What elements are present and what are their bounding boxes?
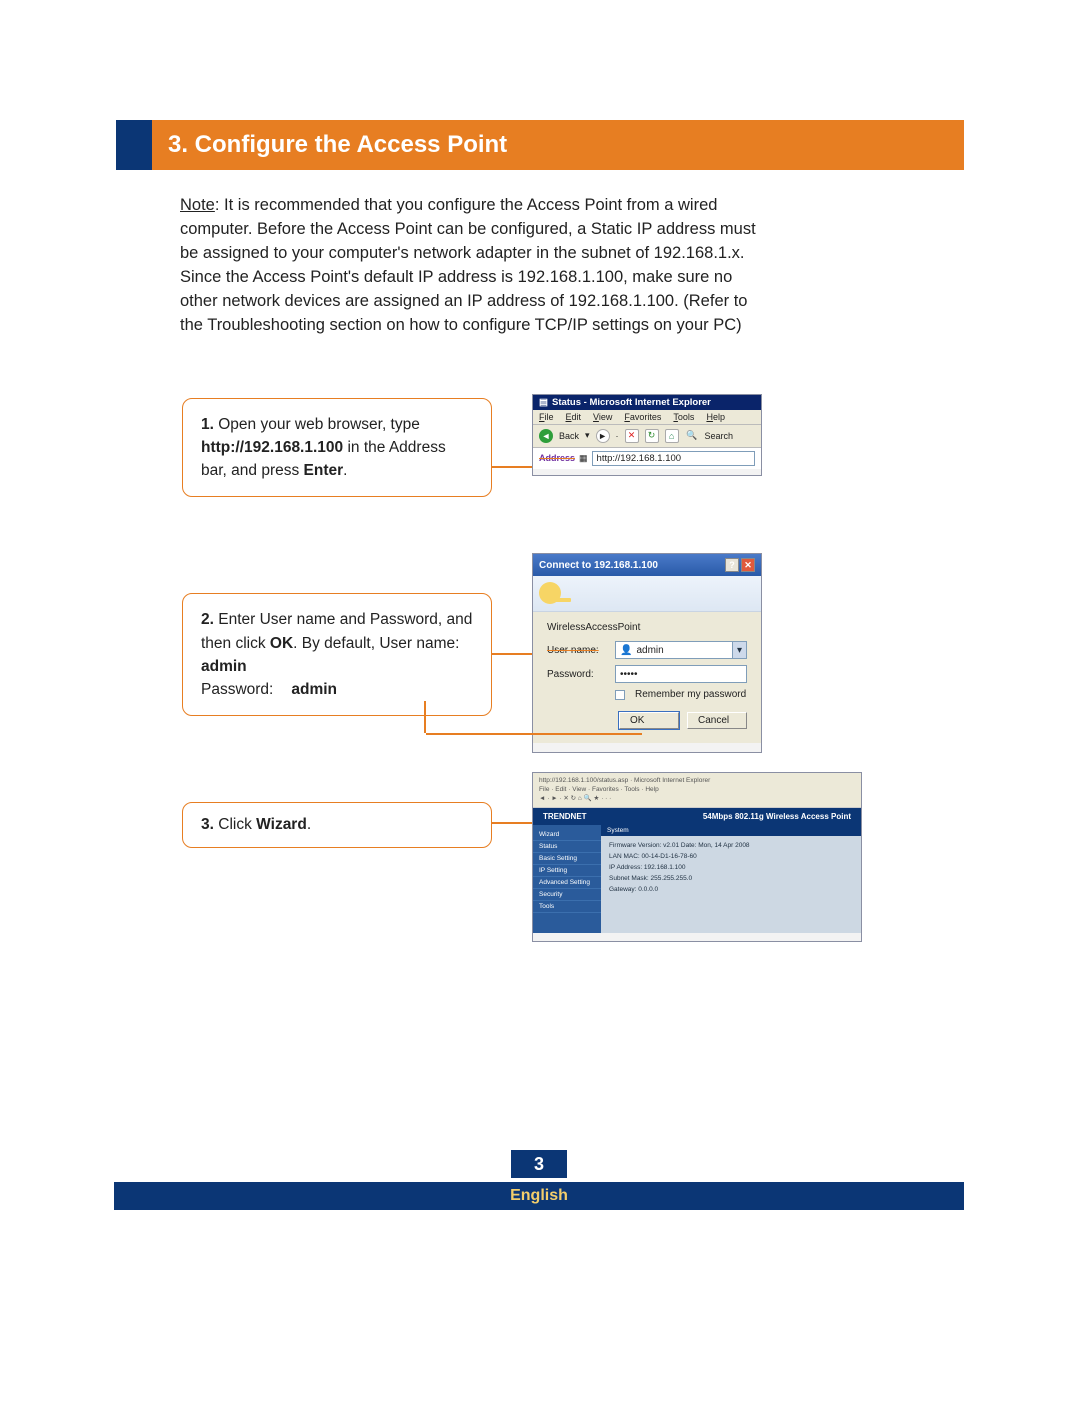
dialog-titlebar: Connect to 192.168.1.100 ? ✕	[533, 554, 761, 576]
username-input[interactable]: 👤 admin ▾	[615, 641, 747, 659]
info-row: IP Address: 192.168.1.100	[609, 862, 853, 873]
connector-1	[492, 466, 532, 468]
user-icon: 👤	[620, 645, 632, 656]
menu-help[interactable]: Help	[706, 412, 725, 422]
step-2-callout: 2. Enter User name and Password, and the…	[182, 593, 492, 716]
page-number: 3	[511, 1150, 567, 1178]
screenshot-trendnet: http://192.168.1.100/status.asp · Micros…	[532, 772, 862, 942]
remember-label: Remember my password	[635, 689, 746, 700]
note-paragraph: Note: It is recommended that you configu…	[180, 194, 760, 338]
step-1-row: 1. Open your web browser, type http://19…	[116, 394, 964, 498]
ie-titlebar: ▤Status - Microsoft Internet Explorer	[533, 395, 761, 410]
menu-tools[interactable]: Tools	[673, 412, 694, 422]
password-label: Password:	[547, 669, 609, 680]
step-2-num: 2.	[201, 611, 214, 628]
back-icon[interactable]: ◄	[539, 429, 553, 443]
trendnet-sidebar: Wizard Status Basic Setting IP Setting A…	[533, 825, 601, 933]
connector-2a	[492, 653, 532, 655]
step-1-num: 1.	[201, 416, 214, 433]
back-label[interactable]: Back	[559, 431, 579, 441]
trendnet-header: TRENDNET 54Mbps 802.11g Wireless Access …	[533, 808, 861, 825]
model-label: 54Mbps 802.11g Wireless Access Point	[703, 812, 851, 821]
side-security[interactable]: Security	[533, 889, 601, 901]
search-label[interactable]: Search	[705, 431, 734, 441]
connector-2b-vert	[424, 701, 426, 733]
step-3-callout: 3. Click Wizard.	[182, 802, 492, 847]
menu-file[interactable]: File	[539, 412, 554, 422]
dropdown-icon[interactable]: ▾	[732, 642, 746, 658]
menu-favorites[interactable]: Favorites	[624, 412, 661, 422]
dialog-title: Connect to 192.168.1.100	[539, 560, 658, 571]
ie-toolbar: ◄ Back ▾ ► · ✕ ↻ ⌂ 🔍 Search	[533, 425, 761, 448]
address-label: Address	[539, 453, 575, 463]
info-row: Gateway: 0.0.0.0	[609, 884, 853, 895]
help-button[interactable]: ?	[725, 558, 739, 572]
browser-chrome: http://192.168.1.100/status.asp · Micros…	[533, 773, 861, 807]
refresh-icon[interactable]: ↻	[645, 429, 659, 443]
remember-checkbox[interactable]	[615, 690, 625, 700]
step-3-row: 3. Click Wizard. http://192.168.1.100/st…	[116, 772, 964, 847]
dialog-banner	[533, 576, 761, 612]
connector-2b	[426, 733, 642, 735]
side-wizard[interactable]: Wizard	[533, 829, 601, 841]
home-icon[interactable]: ⌂	[665, 429, 679, 443]
ie-logo-icon: ▤	[539, 397, 548, 408]
keys-icon	[539, 582, 561, 604]
screenshot-ie: ▤Status - Microsoft Internet Explorer Fi…	[532, 394, 762, 476]
header-accent	[116, 120, 152, 170]
ok-button[interactable]: OK	[619, 712, 679, 729]
section-title: 3. Configure the Access Point	[152, 120, 964, 170]
side-ip[interactable]: IP Setting	[533, 865, 601, 877]
side-basic[interactable]: Basic Setting	[533, 853, 601, 865]
address-input[interactable]: http://192.168.1.100	[592, 451, 755, 466]
dropdown-icon[interactable]: ▾	[585, 430, 590, 441]
username-label: User name:	[547, 645, 609, 656]
info-row: Firmware Version: v2.01 Date: Mon, 14 Ap…	[609, 840, 853, 851]
cancel-button[interactable]: Cancel	[687, 712, 747, 729]
side-status[interactable]: Status	[533, 841, 601, 853]
page-icon: ▦	[579, 453, 588, 464]
menu-view[interactable]: View	[593, 412, 612, 422]
trendnet-body: Wizard Status Basic Setting IP Setting A…	[533, 825, 861, 933]
stop-icon[interactable]: ✕	[625, 429, 639, 443]
screenshot-auth-dialog: Connect to 192.168.1.100 ? ✕ WirelessAcc…	[532, 553, 762, 753]
connector-3	[492, 822, 532, 824]
ie-addressbar: Address ▦ http://192.168.1.100	[533, 448, 761, 469]
main-title: System	[601, 825, 861, 836]
search-icon[interactable]: 🔍	[685, 429, 699, 443]
dialog-body: WirelessAccessPoint User name: 👤 admin ▾…	[533, 612, 761, 743]
note-text: : It is recommended that you configure t…	[180, 196, 756, 334]
trendnet-main: System Firmware Version: v2.01 Date: Mon…	[601, 825, 861, 933]
ie-menubar[interactable]: File Edit View Favorites Tools Help	[533, 410, 761, 425]
note-label: Note	[180, 196, 215, 214]
forward-icon[interactable]: ►	[596, 429, 610, 443]
close-button[interactable]: ✕	[741, 558, 755, 572]
info-row: Subnet Mask: 255.255.255.0	[609, 873, 853, 884]
step-2-row: 2. Enter User name and Password, and the…	[116, 553, 964, 716]
language-bar: English	[114, 1182, 964, 1210]
brand-label: TRENDNET	[543, 812, 587, 821]
side-tools[interactable]: Tools	[533, 901, 601, 913]
section-header: 3. Configure the Access Point	[116, 120, 964, 170]
side-advanced[interactable]: Advanced Setting	[533, 877, 601, 889]
menu-edit[interactable]: Edit	[566, 412, 582, 422]
realm-label: WirelessAccessPoint	[547, 622, 747, 633]
step-1-callout: 1. Open your web browser, type http://19…	[182, 398, 492, 498]
password-input[interactable]: •••••	[615, 665, 747, 683]
page-footer: 3 English	[114, 1150, 964, 1210]
info-row: LAN MAC: 00-14-D1-16-78-60	[609, 851, 853, 862]
step-3-num: 3.	[201, 816, 214, 833]
